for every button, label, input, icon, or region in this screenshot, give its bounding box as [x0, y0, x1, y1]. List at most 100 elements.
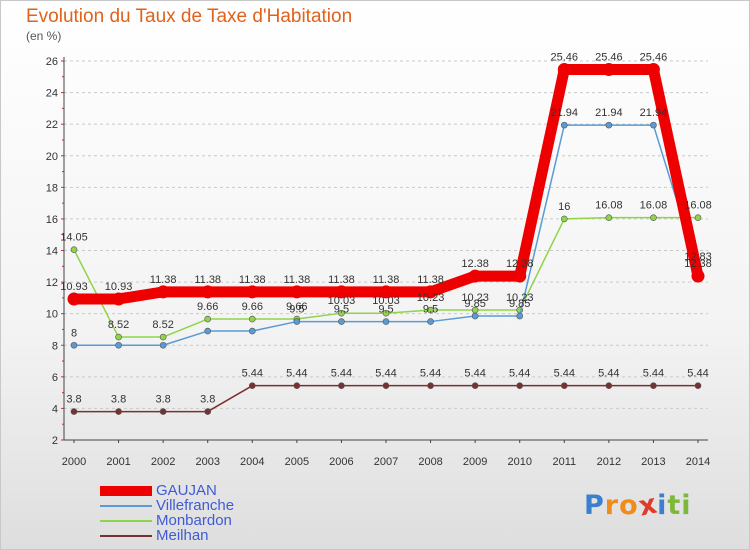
logo-letter: o: [619, 490, 639, 521]
data-label: 25.46: [640, 52, 668, 64]
data-point-villefranche: [115, 341, 122, 349]
data-point-villefranche: [471, 312, 479, 320]
data-label: 10.03: [372, 295, 400, 307]
y-tick-label: 6: [52, 372, 58, 384]
legend-label: Meilhan: [156, 527, 209, 544]
data-label: 9.5: [334, 304, 349, 316]
data-label: 14.05: [60, 232, 88, 244]
data-point-meilhan: [694, 382, 702, 389]
data-label: 21.94: [551, 107, 579, 119]
data-point-meilhan: [70, 408, 78, 415]
chart-subtitle: (en %): [26, 29, 62, 43]
x-tick-label: 2006: [329, 456, 353, 468]
data-point-gaujan: [691, 269, 705, 283]
data-label: 9.5: [289, 304, 304, 316]
chart-title: Evolution du Taux de Taxe d'Habitation: [26, 6, 353, 27]
x-tick-label: 2011: [552, 456, 576, 468]
y-tick-label: 20: [46, 151, 58, 163]
x-tick-label: 2003: [195, 456, 219, 468]
data-label: 25.46: [551, 52, 579, 64]
data-label: 25.46: [595, 52, 623, 64]
data-point-meilhan: [650, 382, 657, 389]
data-label: 11.38: [194, 274, 221, 286]
data-label: 5.44: [687, 368, 708, 380]
data-point-monbardon: [694, 214, 702, 221]
data-point-gaujan: [334, 285, 348, 299]
data-label: 5.44: [286, 368, 307, 380]
data-point-gaujan: [290, 285, 304, 299]
data-label: 11.38: [239, 274, 266, 286]
data-label: 5.44: [420, 368, 441, 380]
y-tick-label: 10: [46, 309, 58, 321]
y-tick-label: 14: [46, 246, 58, 258]
data-label: 12.38: [506, 258, 534, 270]
data-point-gaujan: [557, 63, 571, 77]
data-point-villefranche: [338, 318, 345, 325]
data-label: 5.44: [242, 368, 263, 380]
data-label: 12.38: [461, 258, 489, 270]
data-label: 9.5: [378, 304, 393, 316]
data-label: 10.23: [506, 292, 534, 304]
data-point-villefranche: [560, 121, 568, 129]
data-label: 8: [71, 327, 77, 339]
data-point-meilhan: [159, 408, 167, 415]
data-point-villefranche: [650, 121, 657, 129]
data-point-meilhan: [382, 382, 390, 389]
data-label: 5.44: [375, 368, 396, 380]
data-label: 5.44: [598, 368, 619, 380]
data-label: 3.8: [155, 394, 170, 406]
data-label: 16.08: [684, 200, 712, 212]
data-point-meilhan: [115, 408, 122, 415]
y-tick-label: 18: [46, 182, 58, 194]
data-label: 10.93: [60, 281, 88, 293]
x-tick-label: 2000: [62, 456, 86, 468]
data-label: 3.8: [111, 394, 126, 406]
data-label: 10.23: [461, 292, 489, 304]
x-tick-label: 2009: [463, 456, 487, 468]
data-label: 12.38: [684, 258, 712, 270]
y-tick-label: 12: [46, 277, 58, 289]
data-label: 11.38: [373, 274, 400, 286]
data-label: 10.93: [105, 281, 133, 293]
x-tick-label: 2008: [418, 456, 442, 468]
data-label: 12.83: [684, 251, 712, 263]
data-point-villefranche: [427, 318, 434, 325]
data-label: 5.44: [509, 368, 530, 380]
data-label: 11.38: [417, 274, 444, 286]
data-point-monbardon: [204, 315, 212, 323]
data-label: 16: [558, 201, 570, 213]
data-label: 9.66: [197, 301, 218, 313]
data-point-gaujan: [67, 292, 81, 306]
data-point-monbardon: [605, 214, 613, 221]
data-point-gaujan: [424, 285, 438, 299]
data-label: 9.85: [464, 298, 485, 310]
data-label: 21.94: [595, 107, 623, 119]
y-tick-label: 8: [52, 340, 58, 352]
logo-letter: i: [657, 490, 668, 521]
data-point-gaujan: [513, 269, 527, 283]
data-point-monbardon: [70, 246, 78, 254]
data-point-meilhan: [605, 382, 613, 389]
y-tick-label: 4: [52, 403, 58, 415]
data-point-monbardon: [650, 214, 657, 221]
data-point-gaujan: [379, 285, 393, 299]
data-label: 9.5: [423, 304, 438, 316]
data-label: 9.66: [286, 301, 307, 313]
data-label: 10.23: [417, 292, 445, 304]
legend-swatch: [100, 486, 152, 496]
data-label: 5.44: [554, 368, 575, 380]
x-tick-label: 2004: [240, 456, 264, 468]
data-label: 11.38: [328, 274, 355, 286]
x-tick-label: 2002: [151, 456, 175, 468]
data-point-monbardon: [427, 306, 434, 314]
legend-swatch: [100, 520, 152, 522]
data-point-gaujan: [201, 285, 215, 299]
data-point-villefranche: [204, 327, 212, 335]
data-label: 3.8: [66, 394, 81, 406]
x-tick-label: 2013: [641, 456, 665, 468]
data-point-villefranche: [248, 327, 256, 335]
data-label: 11.38: [283, 274, 310, 286]
data-point-gaujan: [112, 292, 126, 306]
data-label: 16.08: [595, 200, 623, 212]
